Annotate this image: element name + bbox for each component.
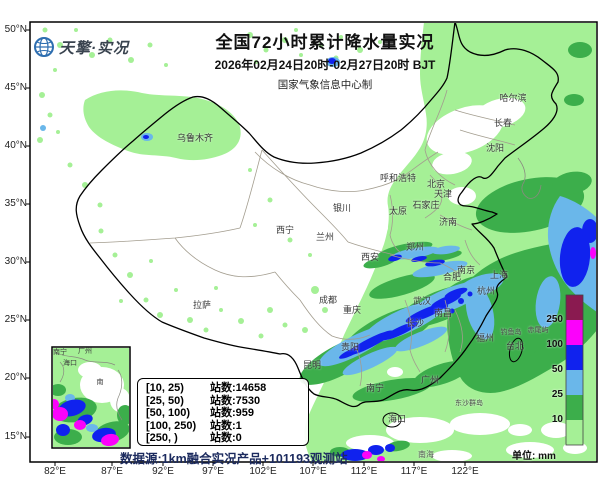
lon-label: 87°E bbox=[101, 466, 123, 477]
lon-label: 82°E bbox=[44, 466, 66, 477]
city-label-jinan: 济南 bbox=[438, 217, 458, 227]
station-stats-box: [10, 25) 站数:14658 [25, 50) 站数:7530 [50, … bbox=[137, 378, 309, 446]
china-border bbox=[75, 23, 559, 408]
city-label-hohhot: 呼和浩特 bbox=[379, 173, 417, 183]
stats-count: 站数:959 bbox=[210, 407, 255, 419]
lon-label: 122°E bbox=[451, 466, 479, 477]
stats-range: [25, 50) bbox=[146, 394, 184, 407]
logo-text: 天擎·实况 bbox=[59, 39, 129, 57]
city-label-nanjing: 南京 bbox=[456, 265, 476, 275]
lat-label: 30°N bbox=[4, 256, 27, 267]
stats-row: [25, 50) 站数:7530 bbox=[146, 395, 308, 408]
island-label-diaoyudao: 钓鱼岛 bbox=[500, 329, 522, 336]
lat-label: 15°N bbox=[4, 431, 27, 442]
stats-count: 站数:1 bbox=[210, 419, 242, 432]
stats-range: [10, 25) bbox=[146, 382, 184, 394]
city-label-urumqi: 乌鲁木齐 bbox=[176, 133, 214, 143]
island-label-chiweiyu: 赤尾屿 bbox=[527, 327, 549, 334]
legend-tick-10: 10 bbox=[551, 414, 563, 425]
island-label-dongsha: 东沙群岛 bbox=[455, 400, 483, 407]
page-title: 全国72小时累计降水量实况 bbox=[215, 33, 435, 52]
globe-icon bbox=[34, 37, 54, 57]
map-frame bbox=[26, 21, 598, 466]
lon-label: 107°E bbox=[299, 466, 327, 477]
city-label-taiyuan: 太原 bbox=[388, 206, 408, 216]
city-label-chengdu: 成都 bbox=[318, 295, 338, 305]
stats-row: [100, 250) 站数:1 bbox=[146, 420, 308, 433]
inset-label-nanning: 南宁 bbox=[53, 349, 67, 356]
stats-row: [250, ) 站数:0 bbox=[146, 432, 308, 445]
stats-count: 站数:7530 bbox=[210, 394, 261, 407]
lon-label: 117°E bbox=[400, 466, 428, 477]
lon-label: 112°E bbox=[350, 466, 378, 477]
city-label-xining: 西宁 bbox=[275, 225, 295, 235]
legend-tick-100: 100 bbox=[546, 339, 563, 350]
lon-label: 92°E bbox=[152, 466, 174, 477]
city-label-haikou: 海口 bbox=[387, 414, 407, 424]
south-china-sea-inset bbox=[51, 346, 131, 449]
lat-label: 45°N bbox=[4, 82, 27, 93]
legend-tick-250: 250 bbox=[546, 314, 563, 325]
stats-range: [100, 250) bbox=[146, 419, 197, 432]
city-label-changsha: 长沙 bbox=[405, 318, 425, 328]
city-label-shenyang: 沈阳 bbox=[485, 143, 505, 153]
inset-label-nanhai: 南 bbox=[96, 379, 104, 386]
city-label-shijiazhuang: 石家庄 bbox=[412, 200, 440, 210]
city-label-hefei: 合肥 bbox=[442, 272, 462, 282]
inset-label-haikou: 海口 bbox=[63, 360, 77, 367]
lat-label: 20°N bbox=[4, 372, 27, 383]
tianqing-logo: 天擎·实况 bbox=[33, 36, 129, 58]
stats-count: 站数:14658 bbox=[210, 382, 267, 394]
city-label-lhasa: 拉萨 bbox=[192, 300, 212, 310]
city-label-nanning: 南宁 bbox=[365, 383, 385, 393]
stats-range: [250, ) bbox=[146, 432, 178, 444]
lat-label: 25°N bbox=[4, 314, 27, 325]
inset-label-guangzhou: 广州 bbox=[78, 348, 92, 355]
colorbar bbox=[565, 294, 584, 446]
title-producer: 国家气象信息中心制 bbox=[277, 79, 373, 91]
legend-tick-25: 25 bbox=[551, 389, 563, 400]
lat-label: 40°N bbox=[4, 140, 27, 151]
city-label-harbin: 哈尔滨 bbox=[499, 93, 527, 103]
hainan-island bbox=[382, 412, 402, 428]
city-label-zhengzhou: 郑州 bbox=[405, 242, 425, 252]
lat-label: 50°N bbox=[4, 24, 27, 35]
city-label-wuhan: 武汉 bbox=[412, 296, 432, 306]
city-label-hangzhou: 杭州 bbox=[476, 286, 496, 296]
city-label-kunming: 昆明 bbox=[302, 360, 322, 370]
stats-row: [10, 25) 站数:14658 bbox=[146, 382, 308, 395]
title-period: 2026年02月24日20时-02月27日20时 BJT bbox=[214, 58, 436, 72]
lon-label: 97°E bbox=[202, 466, 224, 477]
city-label-shanghai: 上海 bbox=[489, 270, 509, 280]
city-label-guiyang: 贵阳 bbox=[340, 342, 360, 352]
city-label-yinchuan: 银川 bbox=[332, 203, 352, 213]
city-label-xian: 西安 bbox=[360, 252, 380, 262]
city-label-beijing: 北京 bbox=[426, 179, 446, 189]
city-label-nanchang: 南昌 bbox=[433, 308, 453, 318]
legend-tick-50: 50 bbox=[551, 364, 563, 375]
data-source-text: 数据源:1km融合实况产品+101193观测站 bbox=[120, 452, 348, 466]
city-label-guangzhou: 广州 bbox=[420, 375, 440, 385]
title-block: 全国72小时累计降水量实况 2026年02月24日20时-02月27日20时 B… bbox=[160, 28, 490, 92]
sea-label-nanhai: 南海 bbox=[418, 450, 434, 459]
city-label-fuzhou: 福州 bbox=[475, 333, 495, 343]
province-borders bbox=[89, 89, 516, 387]
lon-label: 102°E bbox=[249, 466, 277, 477]
city-label-tianjin: 天津 bbox=[433, 189, 453, 199]
stats-range: [50, 100) bbox=[146, 407, 191, 419]
taiwan-island bbox=[508, 337, 524, 363]
city-label-chongqing: 重庆 bbox=[342, 305, 362, 315]
city-label-taipei: 台北 bbox=[505, 341, 525, 351]
korea-coastline bbox=[517, 157, 542, 199]
city-label-lanzhou: 兰州 bbox=[315, 232, 335, 242]
stats-row: [50, 100) 站数:959 bbox=[146, 407, 308, 420]
stats-count: 站数:0 bbox=[210, 432, 242, 444]
legend-unit-label: 单位: mm bbox=[512, 451, 556, 462]
city-label-changchun: 长春 bbox=[493, 118, 513, 128]
precipitation-layer bbox=[37, 23, 596, 461]
lat-label: 35°N bbox=[4, 198, 27, 209]
